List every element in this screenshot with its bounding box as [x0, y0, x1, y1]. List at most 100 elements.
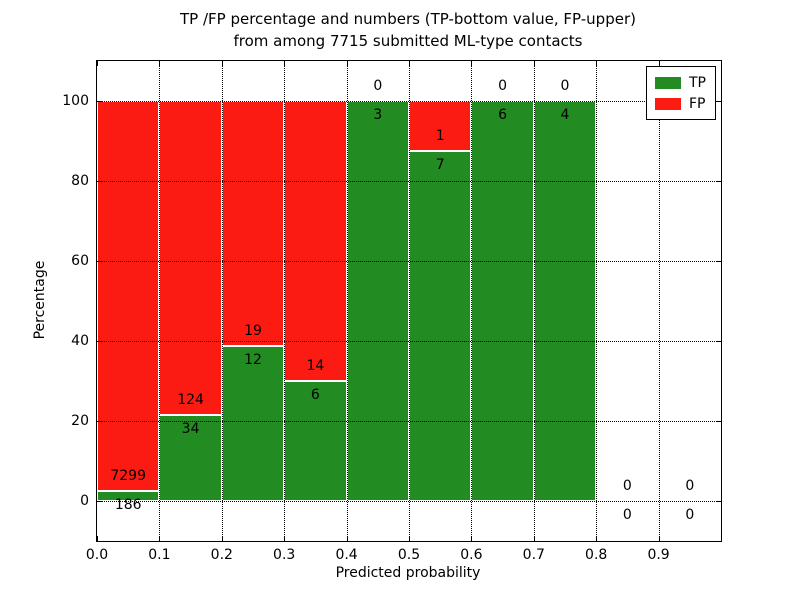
gridline-horizontal	[97, 341, 721, 342]
y-tick-mark	[716, 181, 721, 182]
x-tick-label: 0.2	[210, 547, 233, 563]
x-tick-mark	[284, 61, 286, 66]
bar-label-fp: 124	[177, 391, 204, 408]
bar-label-tp: 0	[685, 507, 695, 523]
bar-label-fp: 0	[622, 478, 632, 494]
y-tick-mark	[97, 501, 102, 502]
bar-label-fp: 0	[685, 478, 695, 494]
x-tick-label: 0.4	[335, 547, 358, 563]
x-tick-mark	[658, 536, 660, 541]
y-tick-mark	[97, 101, 102, 102]
bar-segment-fp	[159, 101, 222, 415]
gridline-vertical	[284, 61, 286, 541]
gridline-vertical	[221, 61, 223, 541]
x-tick-mark	[97, 61, 98, 66]
bar-label-tp: 0	[622, 507, 632, 523]
bar-label-tp: 6	[310, 387, 320, 403]
legend: TP FP	[646, 66, 716, 120]
y-tick-mark	[716, 261, 721, 262]
y-tick-label: 0	[80, 493, 89, 509]
legend-label-tp: TP	[689, 74, 706, 91]
bar-segment-tp	[221, 346, 285, 501]
bar-segment-fp	[97, 101, 160, 492]
x-tick-mark	[596, 536, 598, 541]
x-tick-label: 0.3	[273, 547, 296, 563]
gridline-vertical	[658, 61, 660, 541]
x-tick-label: 0.9	[647, 547, 670, 563]
x-tick-mark	[533, 536, 535, 541]
x-tick-mark	[533, 61, 535, 66]
x-tick-label: 0.0	[85, 547, 109, 563]
bar-label-fp: 14	[306, 358, 325, 374]
x-tick-label: 0.6	[460, 547, 483, 563]
chart-title-line1: TP /FP percentage and numbers (TP-bottom…	[180, 10, 636, 28]
gridline-vertical	[596, 61, 598, 541]
bar-label-fp: 0	[560, 78, 570, 94]
gridline-horizontal	[97, 501, 721, 502]
bar-label-fp: 1	[435, 128, 445, 144]
x-tick-mark	[221, 61, 223, 66]
x-tick-label: 0.8	[585, 547, 608, 563]
x-tick-mark	[658, 61, 660, 66]
bar-label-tp: 34	[181, 420, 200, 437]
legend-swatch-tp-icon	[655, 76, 681, 89]
bar-label-tp: 12	[244, 352, 262, 369]
bar-segment-tp	[409, 151, 472, 501]
gridline-horizontal	[97, 421, 721, 422]
y-tick-mark	[716, 341, 721, 342]
bar-label-fp: 19	[244, 323, 262, 340]
x-tick-mark	[346, 61, 348, 66]
x-tick-mark	[409, 61, 410, 66]
y-tick-label: 20	[71, 413, 89, 429]
x-tick-mark	[159, 61, 161, 66]
x-tick-mark	[284, 536, 286, 541]
y-tick-mark	[716, 501, 721, 502]
x-tick-mark	[471, 61, 473, 66]
gridline-vertical	[159, 61, 161, 541]
bar-segment-tp	[533, 101, 597, 501]
bar-segment-fp	[221, 101, 285, 347]
gridline-vertical	[346, 61, 348, 541]
legend-label-fp: FP	[689, 95, 706, 112]
gridline-vertical	[471, 61, 473, 541]
x-tick-mark	[221, 536, 223, 541]
bar-label-tp: 3	[373, 107, 383, 123]
bar-label-fp: 7299	[110, 468, 147, 485]
y-tick-label: 60	[71, 253, 89, 269]
x-tick-label: 0.7	[522, 547, 545, 563]
y-tick-mark	[97, 421, 102, 422]
y-tick-label: 100	[62, 93, 89, 109]
legend-entry-fp: FP	[655, 93, 706, 114]
bar-segment-tp	[159, 414, 222, 501]
y-tick-mark	[97, 261, 102, 262]
y-tick-mark	[716, 421, 721, 422]
bar-segment-tp	[471, 101, 534, 501]
legend-swatch-fp-icon	[655, 97, 681, 110]
bar-segment-tp	[97, 491, 160, 501]
y-tick-mark	[716, 101, 721, 102]
bar-label-tp: 186	[114, 497, 142, 514]
bar-label-fp: 0	[498, 78, 508, 94]
x-tick-mark	[346, 536, 348, 541]
x-tick-label: 0.1	[148, 547, 171, 563]
plot-area: TP FP 7299 186 124 34 19 12 14 6 0 3 1 7 0 6 0 4 0 0 0 0 0.0…	[62, 60, 722, 563]
bar-segment-fp	[284, 101, 347, 381]
gridline-vertical	[409, 61, 410, 541]
bar-segment-tp	[346, 101, 409, 501]
bar-label-tp: 6	[498, 107, 508, 123]
bar-label-tp: 4	[560, 107, 570, 123]
y-tick-mark	[97, 341, 102, 342]
bar-label-fp: 0	[373, 78, 383, 94]
x-tick-mark	[159, 536, 161, 541]
gridline-vertical	[533, 61, 535, 541]
gridline-horizontal	[97, 181, 721, 182]
y-tick-mark	[97, 181, 102, 182]
y-axis-label: Percentage	[32, 260, 48, 340]
x-tick-mark	[409, 536, 410, 541]
y-tick-label: 80	[71, 173, 89, 189]
x-tick-label: 0.5	[397, 547, 421, 563]
legend-entry-tp: TP	[655, 72, 706, 93]
x-tick-mark	[596, 61, 598, 66]
gridline-horizontal	[97, 101, 721, 102]
